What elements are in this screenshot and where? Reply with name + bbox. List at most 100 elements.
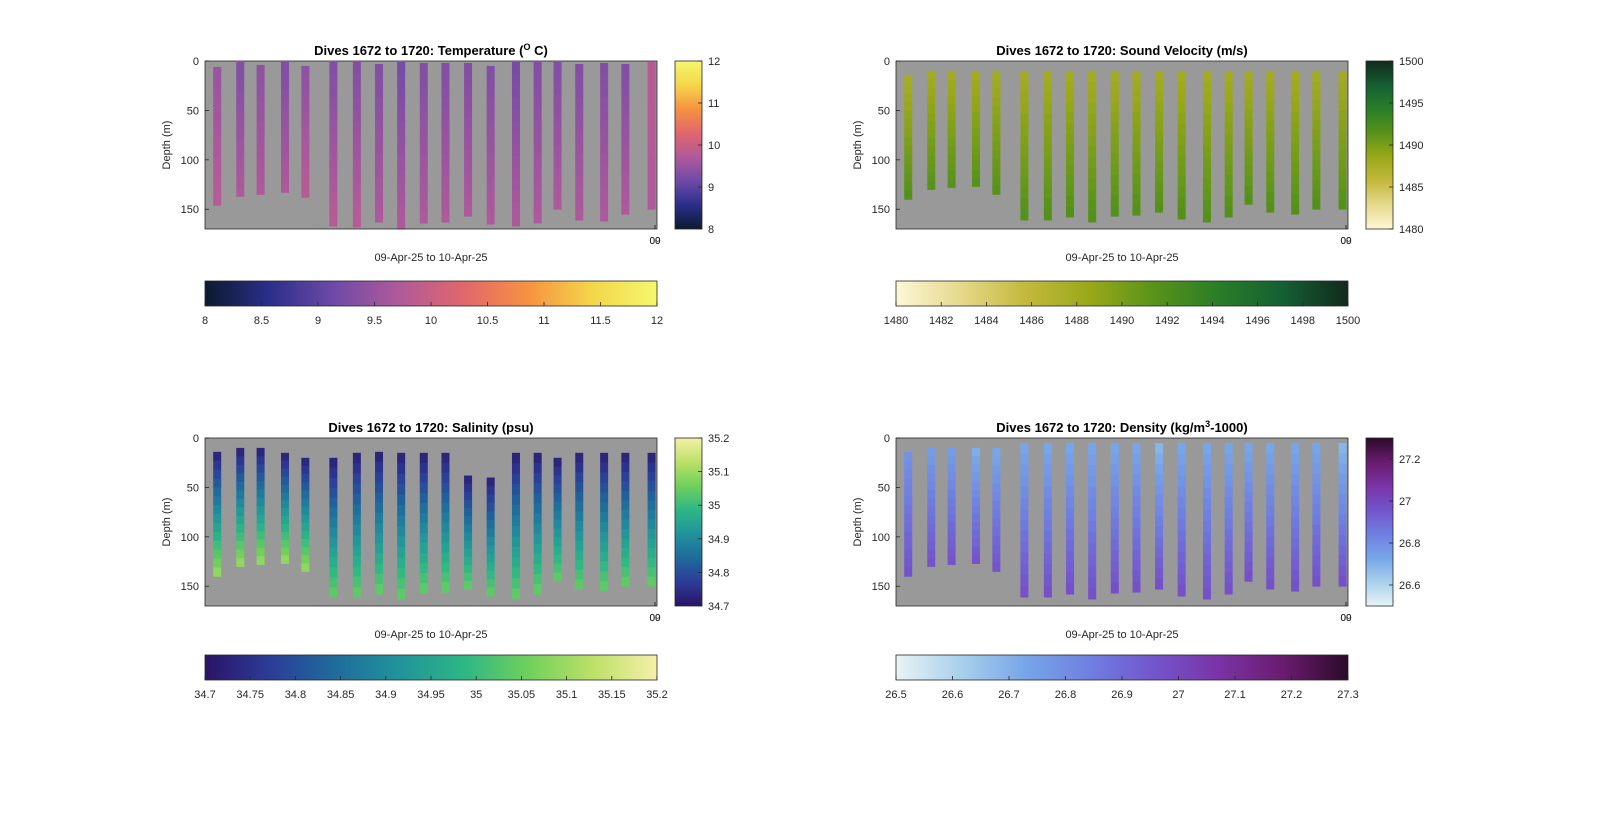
profile-cell [533, 73, 542, 86]
profile-cell [486, 178, 495, 191]
profile-cell [575, 97, 584, 109]
profile-cell [511, 525, 520, 537]
profile-cell [301, 75, 310, 86]
profile-cell [1177, 102, 1186, 114]
profile-cell [486, 156, 495, 168]
profile-cell [441, 131, 450, 143]
chart-title-end: C) [530, 43, 547, 58]
profile-cell [904, 190, 913, 200]
profile-cell [352, 203, 361, 216]
dive-profile [972, 70, 981, 187]
profile-cell [464, 106, 473, 119]
profile-cell [213, 185, 222, 196]
profile-cell [511, 452, 520, 464]
profile-cell [375, 533, 384, 544]
dive-profile [281, 452, 290, 564]
profile-cell [1132, 101, 1141, 113]
dive-profile [441, 62, 450, 223]
bottom-colorbar-tick-label: 35.05 [508, 689, 536, 701]
profile-cell [904, 172, 913, 182]
profile-cell [1244, 128, 1253, 138]
profile-cell [1338, 514, 1347, 526]
profile-cell [1020, 81, 1029, 93]
profile-cell [256, 101, 265, 112]
profile-cell [329, 167, 338, 180]
profile-cell [647, 452, 656, 463]
profile-cell [927, 507, 936, 517]
profile-cell [256, 481, 265, 490]
profile-cell [441, 492, 450, 503]
profile-cell [621, 576, 630, 587]
profile-cell [1110, 507, 1119, 519]
profile-cell [511, 108, 520, 121]
profile-cell [1338, 535, 1347, 546]
profile-cell [1291, 506, 1300, 518]
profile-cell [1338, 463, 1347, 475]
dive-profile [575, 452, 584, 590]
profile-cell [419, 188, 428, 201]
dive-profile [419, 62, 428, 224]
profile-cell [486, 65, 495, 78]
profile-cell [464, 556, 473, 566]
bottom-colorbar-tick-label: 34.75 [236, 689, 264, 701]
profile-cell [1338, 179, 1347, 190]
profile-cell [419, 472, 428, 484]
profile-cell [281, 555, 290, 564]
profile-cell [464, 172, 473, 184]
profile-cell [236, 481, 245, 491]
profile-cell [1110, 464, 1119, 476]
profile-cell [533, 543, 542, 555]
profile-cell [352, 452, 361, 464]
profile-cell [647, 156, 656, 168]
profile-cell [533, 211, 542, 224]
profile-cell [1224, 70, 1233, 82]
profile-cell [1155, 547, 1164, 559]
y-tick-label: 150 [181, 581, 199, 593]
profile-cell [419, 502, 428, 514]
profile-cell [927, 473, 936, 483]
profile-cell [281, 500, 290, 509]
profile-cell [1312, 514, 1321, 526]
profile-cell [397, 557, 406, 569]
profile-cell [1338, 504, 1347, 515]
profile-cell [904, 119, 913, 129]
dive-profile [256, 64, 265, 195]
profile-cell [927, 549, 936, 559]
profile-cell [1202, 509, 1211, 522]
dive-profile [1155, 442, 1164, 590]
profile-cell [1312, 565, 1321, 577]
profile-cell [419, 120, 428, 132]
profile-cell [1020, 442, 1029, 455]
profile-cell [511, 120, 520, 133]
profile-cell [1224, 442, 1233, 455]
profile-cell [256, 83, 265, 94]
profile-cell [1266, 121, 1275, 132]
profile-cell [1312, 453, 1321, 464]
profile-cell [647, 93, 656, 105]
profile-cell [1177, 497, 1186, 509]
profile-cell [575, 86, 584, 98]
profile-cell [553, 167, 562, 179]
profile-cell [1132, 122, 1141, 134]
profile-cell [533, 142, 542, 155]
profile-cell [992, 70, 1001, 81]
profile-cell [972, 497, 981, 507]
bottom-colorbar [895, 280, 1349, 307]
profile-cell [352, 494, 361, 505]
profile-cell [904, 154, 913, 165]
profile-cell [281, 484, 290, 493]
profile-cell [927, 447, 936, 457]
profile-cell [1132, 143, 1141, 154]
profile-cell [1338, 110, 1347, 121]
profile-cell [1155, 453, 1164, 465]
profile-cell [397, 505, 406, 516]
profile-cell [904, 505, 913, 515]
profile-cell [1266, 526, 1275, 538]
profile-cell [553, 563, 562, 573]
profile-cell [352, 97, 361, 110]
profile-cell [904, 137, 913, 147]
profile-cell [486, 122, 495, 135]
profile-cell [256, 74, 265, 84]
profile-cell [1224, 206, 1233, 218]
chart-title-main: Dives 1672 to 1720: Salinity (psu) [328, 420, 533, 435]
